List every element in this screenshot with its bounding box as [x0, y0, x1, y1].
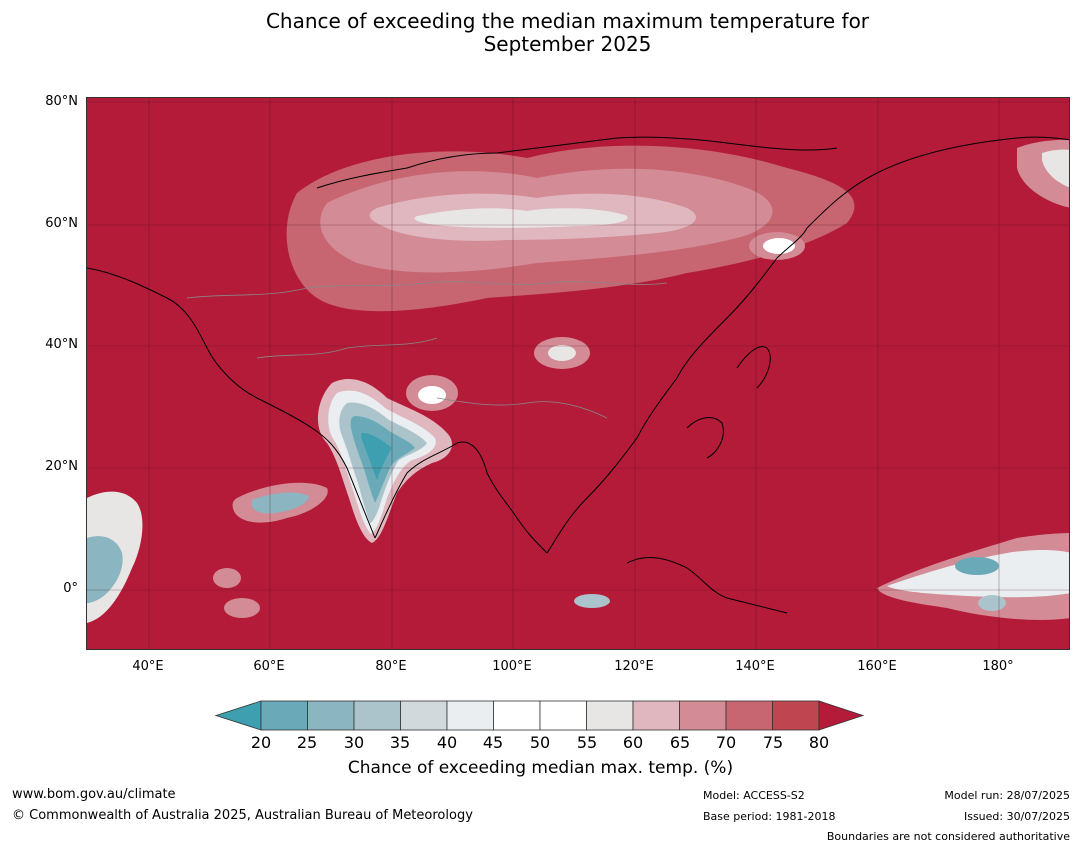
colorbar-cell	[586, 700, 634, 731]
nepal-patch-inner	[418, 386, 446, 404]
colorbar-tick: 80	[808, 733, 830, 752]
colorbar-cell	[725, 700, 773, 731]
lon-label-140e: 140°E	[735, 659, 775, 674]
colorbar-tick: 60	[622, 733, 644, 752]
title-line-2: September 2025	[483, 32, 652, 56]
colorbar-cell	[353, 700, 401, 731]
issued-text: Issued: 30/07/2025	[963, 810, 1070, 823]
title-line-1: Chance of exceeding the median maximum t…	[265, 9, 870, 33]
colorbar-tick: 45	[482, 733, 504, 752]
lon-label-100e: 100°E	[492, 659, 532, 674]
okhotsk-patch-inner	[763, 238, 795, 254]
lat-label-60n: 60°N	[45, 216, 78, 231]
colorbar-tick: 55	[576, 733, 598, 752]
pacific-patch-teal	[955, 557, 999, 575]
colorbar-tick: 50	[529, 733, 551, 752]
arctic-east-inner	[1042, 149, 1069, 188]
colorbar-tick: 20	[250, 733, 272, 752]
lat-label-40n: 40°N	[45, 337, 78, 352]
borneo-patch	[574, 594, 610, 608]
colorbar-tick: 75	[762, 733, 784, 752]
colorbar	[215, 700, 865, 731]
lon-label-40e: 40°E	[132, 659, 164, 674]
lat-label-80n: 80°N	[45, 94, 78, 109]
lat-label-20n: 20°N	[45, 459, 78, 474]
arabian-sea-inner	[251, 492, 309, 514]
colorbar-cell	[307, 700, 355, 731]
coastlines	[87, 136, 1069, 614]
colorbar-cell	[260, 700, 308, 731]
colorbar-tick: 25	[296, 733, 318, 752]
africa-patch-inner	[87, 536, 123, 603]
indian-ocean-patch	[224, 598, 260, 618]
siberia-zone-55	[414, 208, 628, 228]
base-period-text: Base period: 1981-2018	[703, 810, 836, 823]
colorbar-cells	[215, 700, 865, 731]
colorbar-cell	[632, 700, 680, 731]
forecast-map	[86, 97, 1070, 650]
colorbar-tick: 70	[715, 733, 737, 752]
map-title: Chance of exceeding the median maximum t…	[0, 10, 1081, 56]
copyright-text: © Commonwealth of Australia 2025, Austra…	[12, 808, 473, 823]
colorbar-cell	[493, 700, 541, 731]
somali-patch	[213, 568, 241, 588]
model-run-text: Model run: 28/07/2025	[944, 789, 1070, 802]
graticule	[87, 98, 1069, 649]
tibet-patch-inner	[548, 345, 576, 361]
lon-label-180: 180°	[982, 659, 1014, 674]
model-text: Model: ACCESS-S2	[703, 789, 805, 802]
colorbar-tick: 65	[669, 733, 691, 752]
colorbar-cell	[446, 700, 494, 731]
lat-label-0: 0°	[63, 581, 78, 596]
colorbar-extend-low	[215, 700, 262, 731]
colorbar-cell	[400, 700, 448, 731]
colorbar-tick: 40	[436, 733, 458, 752]
colorbar-title: Chance of exceeding median max. temp. (%…	[347, 758, 734, 778]
pacific-patch-teal-2	[978, 595, 1006, 611]
lon-label-80e: 80°E	[375, 659, 407, 674]
colorbar-cell	[679, 700, 727, 731]
colorbar-cell	[772, 700, 820, 731]
borders	[186, 281, 668, 419]
lon-label-60e: 60°E	[253, 659, 285, 674]
colorbar-extend-high	[818, 700, 865, 731]
lon-label-120e: 120°E	[614, 659, 654, 674]
india-zone-20	[361, 433, 392, 480]
website-link[interactable]: www.bom.gov.au/climate	[12, 787, 176, 802]
colorbar-cell	[539, 700, 587, 731]
map-svg	[87, 98, 1069, 649]
colorbar-tick: 35	[389, 733, 411, 752]
disclaimer-text: Boundaries are not considered authoritat…	[826, 830, 1070, 843]
colorbar-tick: 30	[343, 733, 365, 752]
lon-label-160e: 160°E	[857, 659, 897, 674]
